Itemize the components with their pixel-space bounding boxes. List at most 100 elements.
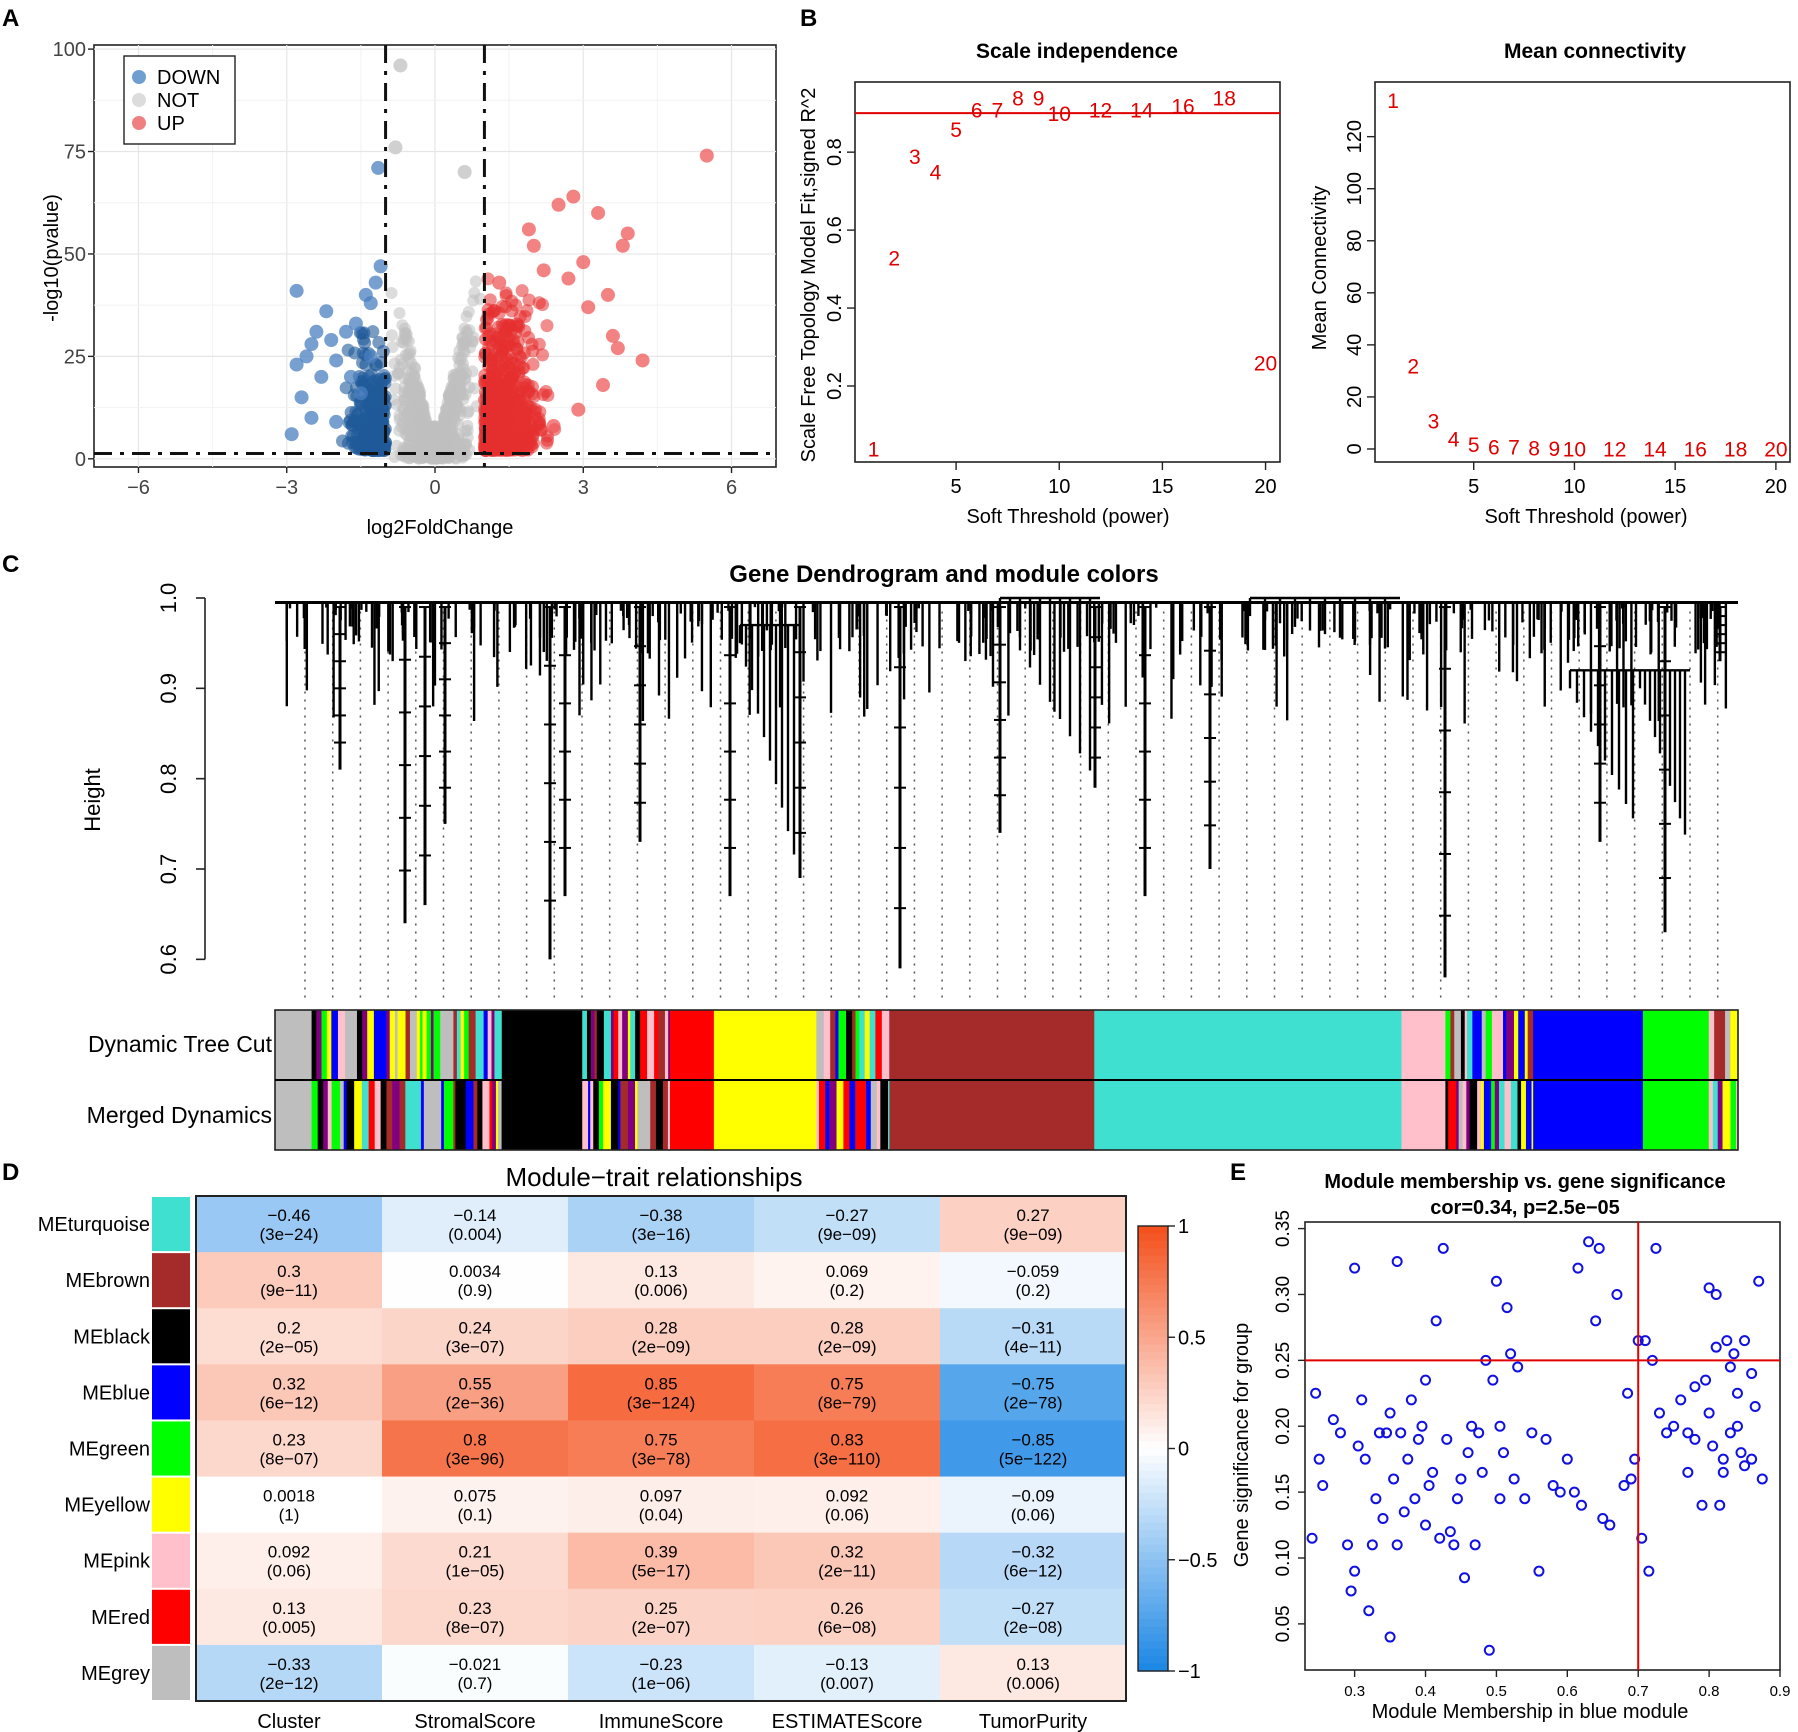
not-point [462,405,475,418]
module-color-block [501,1010,517,1080]
module-color-stripe [1462,1080,1467,1150]
not-point [403,423,416,436]
module-color-stripe [480,1010,485,1080]
gene-point [1366,1539,1378,1551]
not-point [389,382,402,395]
colorbar-segment [1138,1292,1168,1301]
power-point-label: 8 [1528,438,1540,461]
module-color-stripe [356,1010,363,1080]
module-color-stripe [492,1080,497,1150]
module-row-swatch [152,1253,190,1308]
module-color-stripe [655,1080,664,1150]
gene-point [1352,1440,1364,1452]
module-color-stripe [482,1080,490,1150]
down-point [314,369,329,384]
scatter-y-tick-label: 0.10 [1273,1540,1294,1577]
power-point-label: 6 [971,99,983,122]
x-tick-label: 15 [1151,476,1173,498]
heatmap-cell [940,1476,1127,1534]
power-point-label: 1 [868,438,880,461]
module-color-stripe [423,1080,430,1150]
heatmap-cell [382,1308,569,1365]
down-point [339,324,354,339]
heatmap-cell-value: −0.13 [825,1655,868,1674]
module-color-stripe [1464,1010,1468,1080]
heatmap-cell [382,1196,569,1253]
module-color-stripe [344,1010,351,1080]
heatmap-cell-value: 0.85 [644,1374,677,1393]
heatmap-cell-pvalue: (9e−09) [817,1225,876,1244]
heatmap-cell [196,1308,383,1365]
gene-point [1661,1427,1673,1439]
heatmap-cell-value: −0.31 [1011,1318,1054,1337]
scatter-y-tick-label: 0.15 [1273,1474,1294,1511]
colorbar-segment [1138,1396,1168,1405]
not-point [443,387,456,400]
up-point [525,380,539,394]
heatmap-cell-pvalue: (0.2) [830,1281,865,1300]
power-point-label: 20 [1254,353,1277,376]
heatmap-cell-value: −0.27 [825,1206,868,1225]
heatmap-cell [754,1532,941,1590]
heatmap-cell-value: 0.075 [454,1487,497,1506]
up-point [600,287,615,302]
gene-point [1724,1361,1736,1373]
colorbar-segment [1138,1240,1168,1249]
gene-point [1675,1394,1687,1406]
gene-point [1466,1420,1478,1432]
module-color-stripe [880,1080,889,1150]
module-color-stripe [336,1080,341,1150]
module-color-stripe [852,1010,856,1080]
heatmap-cell [568,1364,755,1421]
b2-y-label: Mean Connectivity [1309,186,1331,351]
heatmap-cell-pvalue: (0.06) [825,1506,869,1525]
module-color-stripe [386,1080,393,1150]
heatmap-cell-pvalue: (8e−79) [817,1393,876,1412]
up-point [566,189,581,204]
module-color-stripe [1497,1010,1504,1080]
module-color-stripe [494,1010,503,1080]
power-point-label: 4 [1448,429,1460,452]
module-color-stripe [331,1010,339,1080]
scatter-subtitle: cor=0.34, p=2.5e−05 [1430,1197,1620,1219]
down-point [304,410,319,425]
up-point [635,353,650,368]
module-color-stripe [416,1010,421,1080]
heatmap-cell-value: 0.32 [830,1543,863,1562]
power-point-label: 3 [909,146,921,169]
not-point [393,58,408,73]
module-color-stripe [1708,1010,1715,1080]
colorbar-segment [1138,1559,1168,1568]
module-row-label: MEblack [73,1326,151,1348]
volcano-y-tick-label: 25 [64,346,86,368]
heatmap-cell [568,1476,755,1534]
module-row-label: MEbrown [66,1270,150,1292]
gene-point [1459,1572,1471,1584]
up-point [508,298,522,312]
heatmap-cell-pvalue: (0.005) [262,1618,316,1637]
module-row-label: MEturquoise [38,1214,150,1236]
up-point [561,271,576,286]
gene-point [1572,1262,1584,1274]
volcano-x-tick-label: −6 [127,477,150,499]
gene-point [1494,1420,1506,1432]
module-color-stripe [876,1080,881,1150]
heatmap-cell [754,1588,941,1646]
module-color-stripe [420,1080,425,1150]
volcano-ticks: −6 −3 0 3 6 0 25 50 75 100 [53,39,737,499]
panel-label-b: B [800,5,817,32]
module-color-stripe [317,1080,324,1150]
down-point [368,275,383,290]
module-color-stripe [409,1010,418,1080]
module-color-stripe [1504,1080,1512,1150]
module-color-stripe [866,1080,872,1150]
module-color-stripe [1513,1010,1519,1080]
module-color-stripe [622,1080,629,1150]
module-color-stripe [590,1080,594,1150]
module-color-stripe [1730,1010,1738,1080]
not-point [388,140,403,155]
down-point [362,401,376,415]
gene-point [1342,1539,1354,1551]
heatmap-cell-value: −0.75 [1011,1374,1054,1393]
heatmap-cell-value: 0.13 [1016,1655,1049,1674]
